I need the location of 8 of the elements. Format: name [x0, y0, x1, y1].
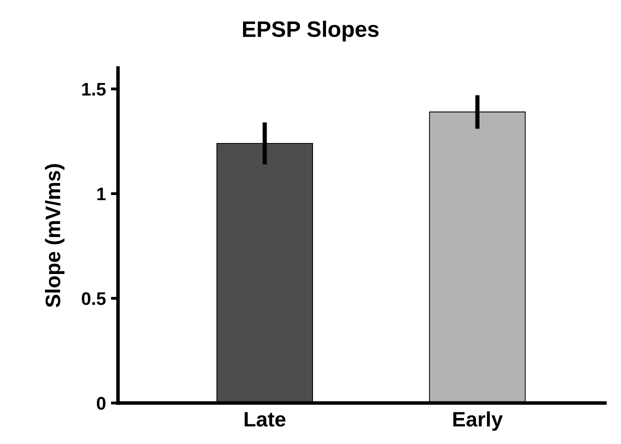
y-tick-label: 1 [97, 188, 106, 200]
y-axis-title: Slope (mV/ms) [45, 164, 64, 308]
y-tick-label: 0.5 [82, 292, 106, 306]
y-tick-label: 1.5 [82, 83, 106, 96]
chart-title: EPSP Slopes [243, 20, 379, 42]
y-tick-label: 0 [96, 396, 106, 410]
x-tick-label: Early [453, 411, 503, 431]
x-tick-label: Late [244, 412, 286, 427]
